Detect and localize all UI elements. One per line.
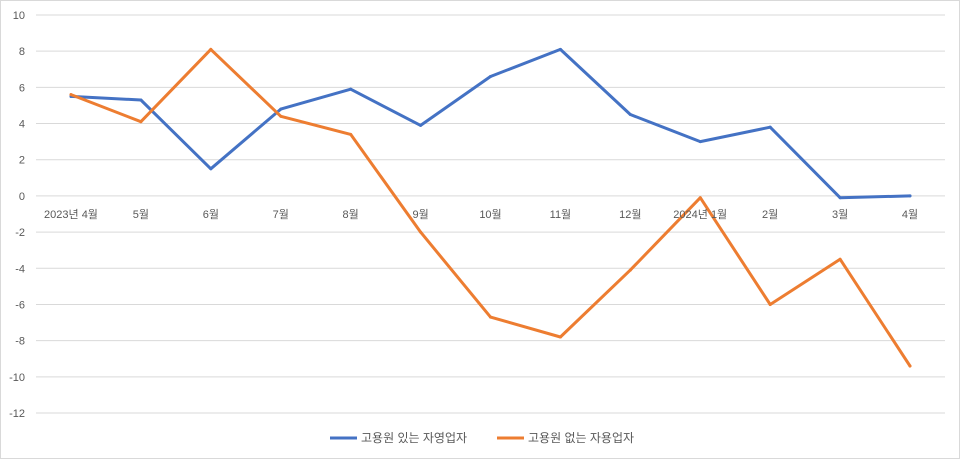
data-point [489,75,492,79]
y-tick-label: -10 [9,372,25,384]
data-point [768,125,772,129]
x-tick-label: 10월 [479,208,501,221]
data-point [558,47,562,51]
data-point [628,113,632,116]
data-point [908,364,912,368]
data-point [558,335,562,339]
x-tick-label: 8월 [343,208,359,221]
data-point [209,47,213,51]
legend-label: 고용원 있는 자영업자 [361,431,467,445]
data-point [419,123,423,127]
x-tick-label: 3월 [832,208,848,221]
data-point [139,120,143,124]
y-tick-label: -12 [9,408,25,420]
y-tick-label: 0 [19,191,25,203]
data-point [698,196,702,200]
x-tick-label: 2024년 1월 [673,208,727,221]
y-tick-label: 6 [19,82,25,94]
x-tick-label: 2023년 4월 [44,208,98,221]
data-point [209,167,213,171]
gridlines [36,14,945,414]
data-point [768,302,772,306]
x-tick-label: 9월 [412,208,428,221]
data-point [489,315,492,319]
series-lines [69,47,912,368]
data-point [279,114,283,118]
legend: 고용원 있는 자영업자 고용원 없는 자용업자 [330,431,634,445]
x-tick-label: 2월 [762,208,778,221]
data-point [698,140,702,144]
data-point [628,268,632,272]
y-axis-ticks: 10 8 6 4 2 0 -2 -4 -6 -8 -10 -12 [9,10,25,420]
y-tick-label: 8 [19,46,25,58]
x-axis-ticks: 2023년 4월 5월 6월 7월 8월 9월 10월 11월 12월 2024년 1월 2월 3월 4… [44,208,918,221]
data-point [838,196,842,200]
x-tick-label: 7월 [273,208,289,221]
y-tick-label: -6 [15,299,25,311]
data-point [838,257,842,261]
y-tick-label: 4 [19,119,25,131]
legend-label: 고용원 없는 자용업자 [528,431,634,445]
y-tick-label: -8 [15,336,25,348]
x-tick-label: 5월 [133,208,149,221]
x-tick-label: 12월 [619,208,641,221]
y-tick-label: -4 [15,263,25,275]
data-point [139,98,143,102]
data-point [349,132,353,136]
x-tick-label: 11월 [550,208,572,221]
data-point [419,230,423,234]
data-point [908,194,912,198]
data-point [349,87,353,91]
y-tick-label: 10 [13,10,25,22]
y-tick-label: -2 [15,227,25,239]
data-point [69,93,73,97]
y-tick-label: 2 [19,155,25,167]
x-tick-label: 4월 [902,208,918,221]
data-point [279,107,283,111]
x-tick-label: 6월 [203,208,219,221]
